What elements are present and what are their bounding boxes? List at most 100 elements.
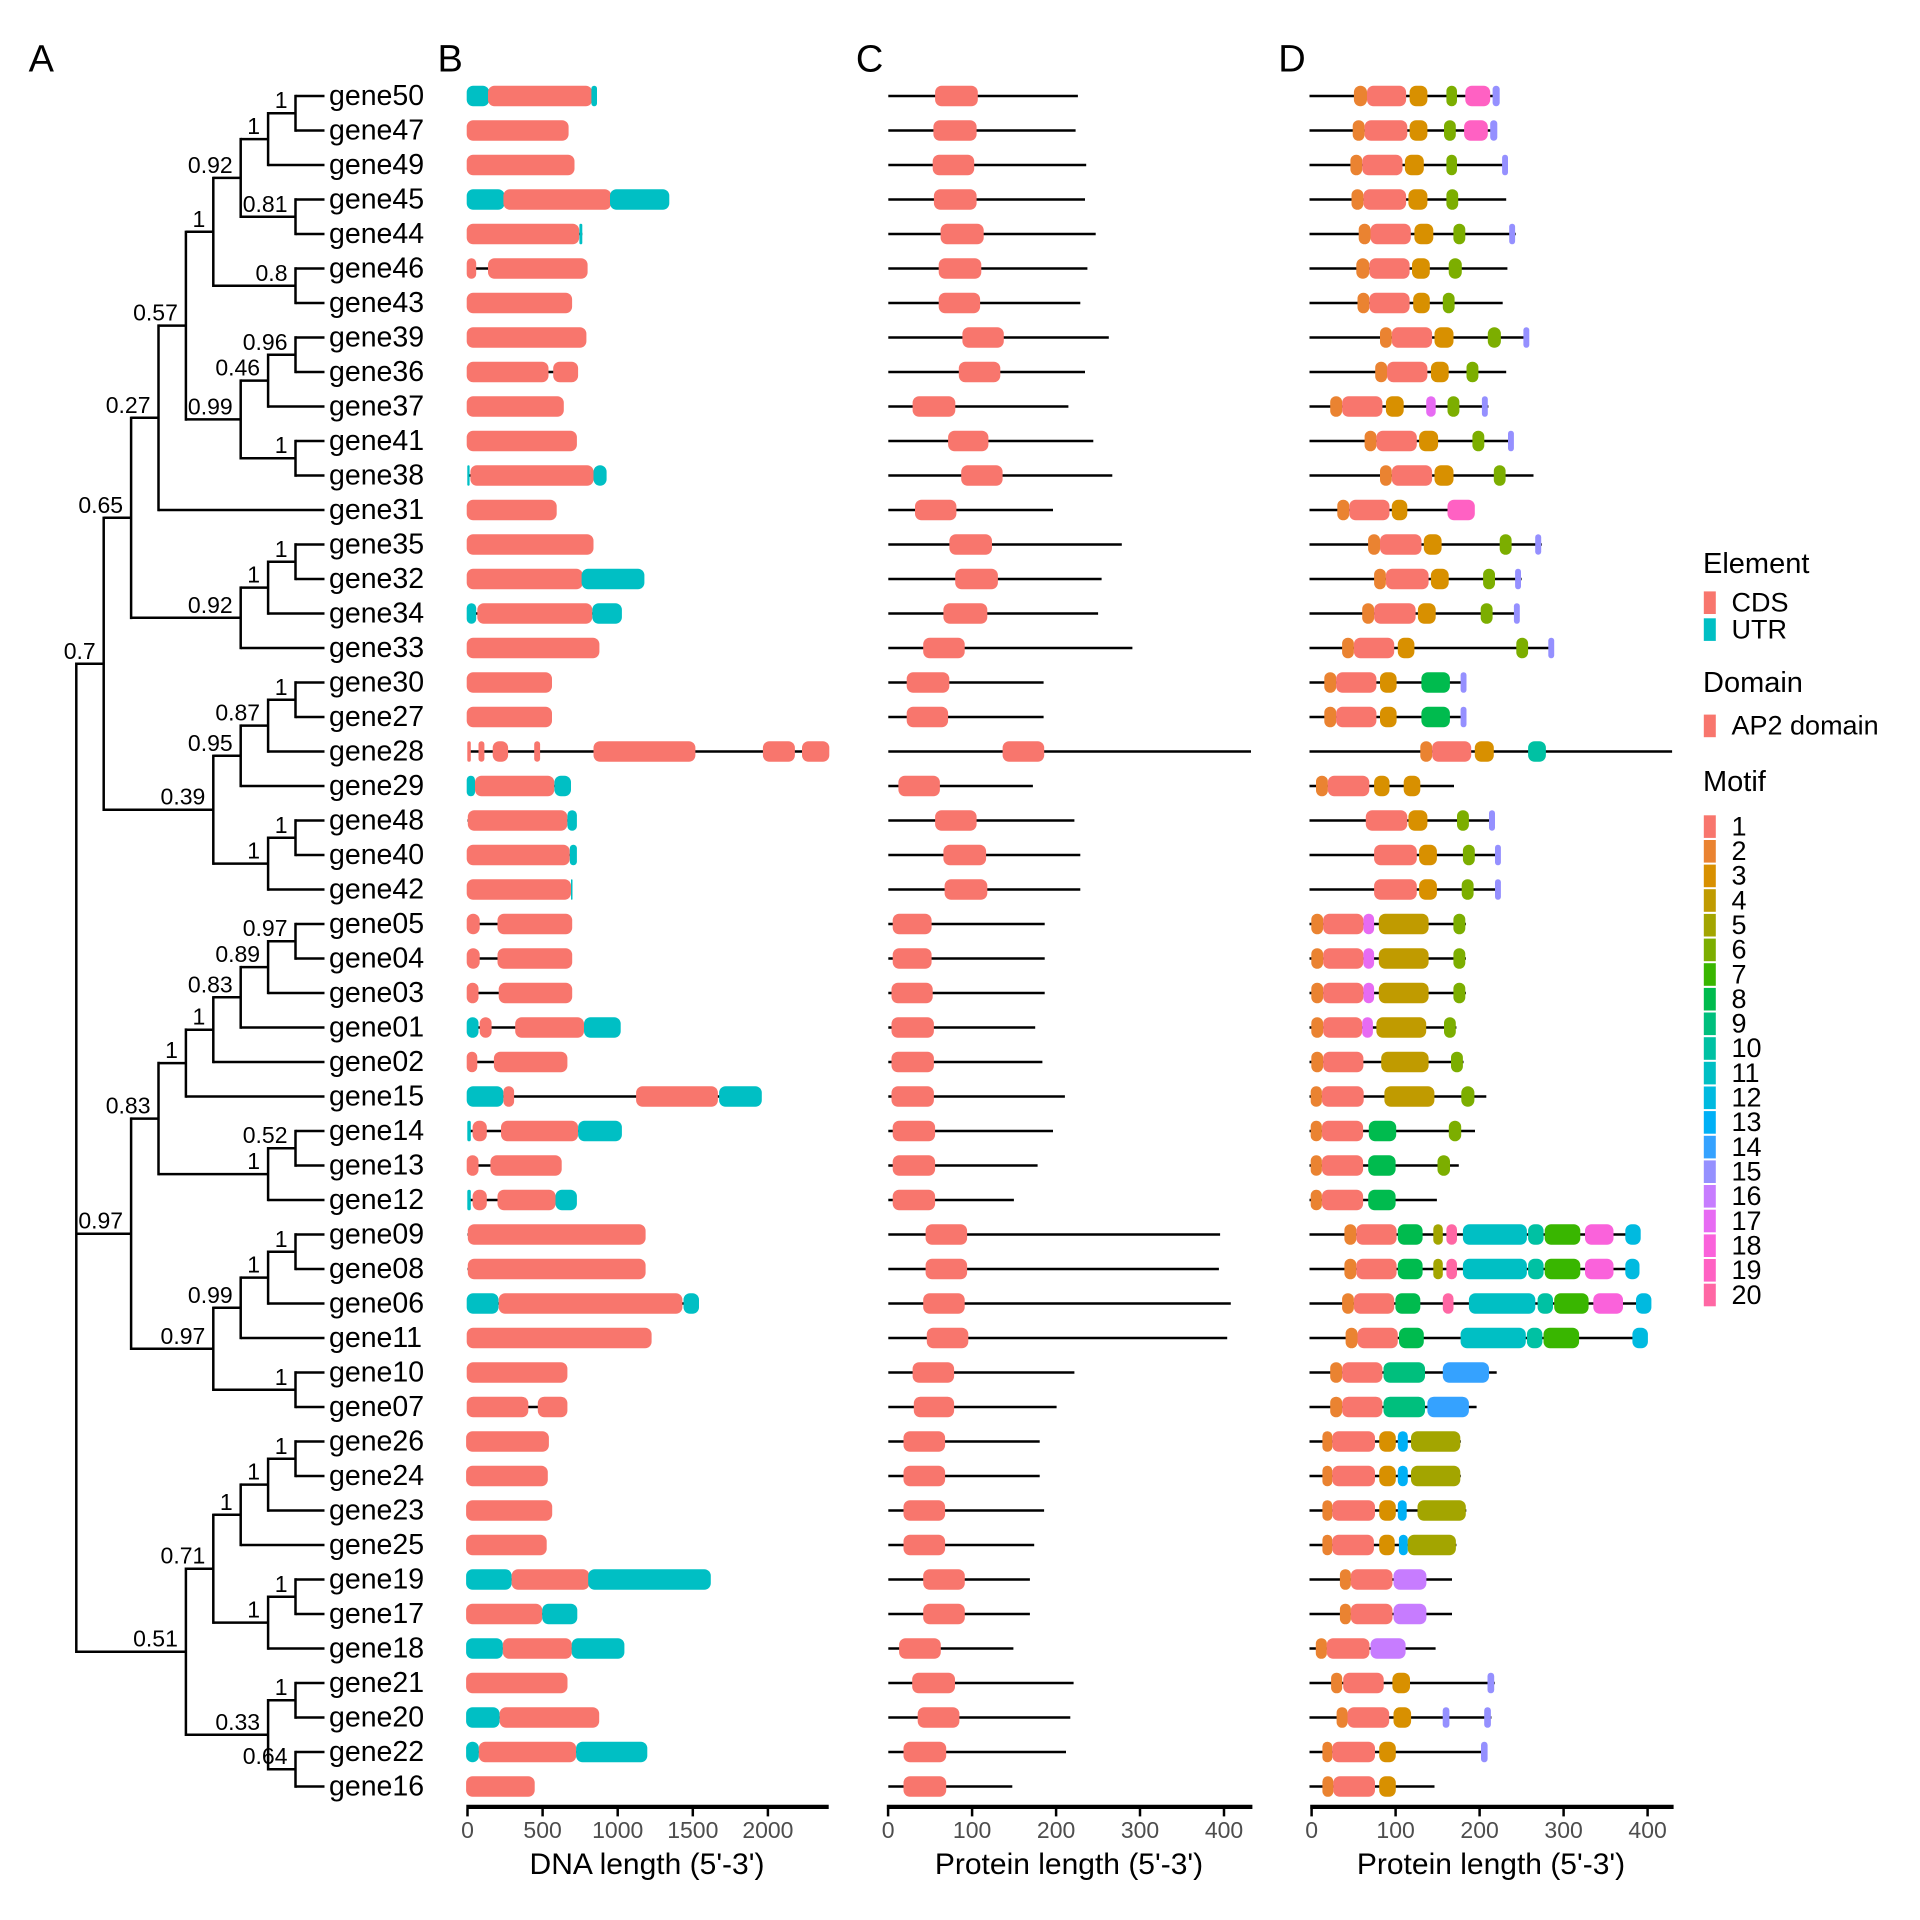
svg-text:8: 8: [1732, 984, 1747, 1014]
svg-text:gene05: gene05: [329, 908, 424, 940]
svg-text:0.64: 0.64: [243, 1743, 288, 1769]
svg-text:0.39: 0.39: [161, 784, 206, 810]
svg-text:1: 1: [247, 1597, 260, 1623]
svg-text:gene38: gene38: [329, 460, 424, 492]
svg-text:Protein length (5'-3'): Protein length (5'-3'): [935, 1848, 1203, 1881]
svg-text:1: 1: [165, 1037, 178, 1063]
svg-text:6: 6: [1732, 935, 1747, 965]
svg-text:gene35: gene35: [329, 529, 424, 561]
svg-text:10: 10: [1732, 1033, 1762, 1063]
svg-text:gene23: gene23: [329, 1495, 424, 1527]
svg-text:0.71: 0.71: [161, 1543, 206, 1569]
svg-text:0.97: 0.97: [243, 915, 288, 941]
svg-text:19: 19: [1732, 1255, 1762, 1285]
svg-text:9: 9: [1732, 1009, 1747, 1039]
svg-text:gene09: gene09: [329, 1219, 424, 1251]
svg-text:0.89: 0.89: [215, 941, 260, 967]
svg-text:0.33: 0.33: [215, 1709, 260, 1735]
svg-text:gene30: gene30: [329, 667, 424, 699]
svg-text:0.8: 0.8: [256, 260, 288, 286]
svg-text:0: 0: [882, 1817, 895, 1843]
svg-text:gene04: gene04: [329, 943, 424, 975]
svg-text:1: 1: [247, 562, 260, 588]
svg-text:gene19: gene19: [329, 1564, 424, 1596]
svg-text:1: 1: [247, 1148, 260, 1174]
svg-text:gene32: gene32: [329, 563, 424, 595]
svg-text:1: 1: [1732, 811, 1747, 841]
svg-text:gene22: gene22: [329, 1736, 424, 1768]
svg-text:gene16: gene16: [329, 1771, 424, 1803]
svg-text:gene49: gene49: [329, 149, 424, 181]
svg-text:0.83: 0.83: [188, 971, 233, 997]
svg-text:gene37: gene37: [329, 391, 424, 423]
svg-text:500: 500: [523, 1817, 561, 1843]
svg-text:0.96: 0.96: [243, 329, 288, 355]
svg-text:3: 3: [1732, 861, 1747, 891]
svg-text:200: 200: [1037, 1817, 1075, 1843]
svg-text:0.51: 0.51: [133, 1626, 178, 1652]
svg-text:gene29: gene29: [329, 770, 424, 802]
svg-text:0.87: 0.87: [215, 700, 260, 726]
svg-text:gene06: gene06: [329, 1288, 424, 1320]
svg-text:11: 11: [1732, 1058, 1760, 1088]
svg-text:1: 1: [275, 87, 288, 113]
svg-text:2000: 2000: [742, 1817, 793, 1843]
svg-text:2: 2: [1732, 836, 1747, 866]
svg-text:gene46: gene46: [329, 253, 424, 285]
svg-text:gene34: gene34: [329, 598, 424, 630]
svg-text:0.99: 0.99: [188, 1282, 233, 1308]
svg-text:DNA length (5'-3'): DNA length (5'-3'): [530, 1848, 765, 1881]
svg-text:5: 5: [1732, 910, 1747, 940]
svg-text:Element: Element: [1703, 548, 1809, 580]
svg-text:1: 1: [193, 1004, 206, 1030]
svg-text:0.97: 0.97: [78, 1208, 123, 1234]
svg-text:0.92: 0.92: [188, 592, 233, 618]
svg-text:Protein length (5'-3'): Protein length (5'-3'): [1357, 1848, 1625, 1881]
svg-text:gene26: gene26: [329, 1426, 424, 1458]
svg-text:gene17: gene17: [329, 1598, 424, 1630]
svg-text:gene45: gene45: [329, 184, 424, 216]
svg-text:0.83: 0.83: [106, 1093, 151, 1119]
svg-text:1: 1: [275, 1364, 288, 1390]
svg-text:Motif: Motif: [1703, 766, 1767, 798]
svg-text:gene21: gene21: [329, 1667, 424, 1699]
svg-text:B: B: [438, 39, 463, 81]
svg-text:gene02: gene02: [329, 1046, 424, 1078]
svg-text:gene20: gene20: [329, 1702, 424, 1734]
svg-text:200: 200: [1460, 1817, 1498, 1843]
svg-text:gene39: gene39: [329, 322, 424, 354]
svg-text:14: 14: [1732, 1132, 1762, 1162]
svg-text:gene07: gene07: [329, 1391, 424, 1423]
svg-text:1: 1: [247, 838, 260, 864]
svg-text:gene12: gene12: [329, 1184, 424, 1216]
svg-text:1: 1: [275, 536, 288, 562]
svg-text:gene44: gene44: [329, 218, 424, 250]
svg-text:13: 13: [1732, 1107, 1762, 1137]
svg-text:AP2 domain: AP2 domain: [1732, 711, 1879, 741]
svg-text:300: 300: [1544, 1817, 1582, 1843]
svg-text:gene33: gene33: [329, 632, 424, 664]
svg-text:0: 0: [461, 1817, 474, 1843]
svg-text:gene48: gene48: [329, 805, 424, 837]
svg-text:20: 20: [1732, 1280, 1762, 1310]
svg-text:gene15: gene15: [329, 1081, 424, 1113]
svg-text:300: 300: [1121, 1817, 1159, 1843]
svg-text:0.27: 0.27: [106, 392, 151, 418]
svg-text:gene10: gene10: [329, 1357, 424, 1389]
svg-text:gene25: gene25: [329, 1529, 424, 1561]
svg-text:400: 400: [1205, 1817, 1243, 1843]
svg-text:gene31: gene31: [329, 494, 424, 526]
svg-text:400: 400: [1628, 1817, 1666, 1843]
svg-text:0.46: 0.46: [215, 355, 260, 381]
svg-text:gene08: gene08: [329, 1253, 424, 1285]
svg-text:15: 15: [1732, 1157, 1762, 1187]
svg-text:0.57: 0.57: [133, 300, 178, 326]
svg-text:1: 1: [220, 1489, 233, 1515]
svg-text:gene18: gene18: [329, 1633, 424, 1665]
svg-text:gene50: gene50: [329, 80, 424, 112]
svg-text:gene01: gene01: [329, 1012, 424, 1044]
svg-text:0.7: 0.7: [64, 638, 96, 664]
svg-text:gene47: gene47: [329, 115, 424, 147]
svg-text:gene13: gene13: [329, 1150, 424, 1182]
svg-text:7: 7: [1732, 959, 1747, 989]
